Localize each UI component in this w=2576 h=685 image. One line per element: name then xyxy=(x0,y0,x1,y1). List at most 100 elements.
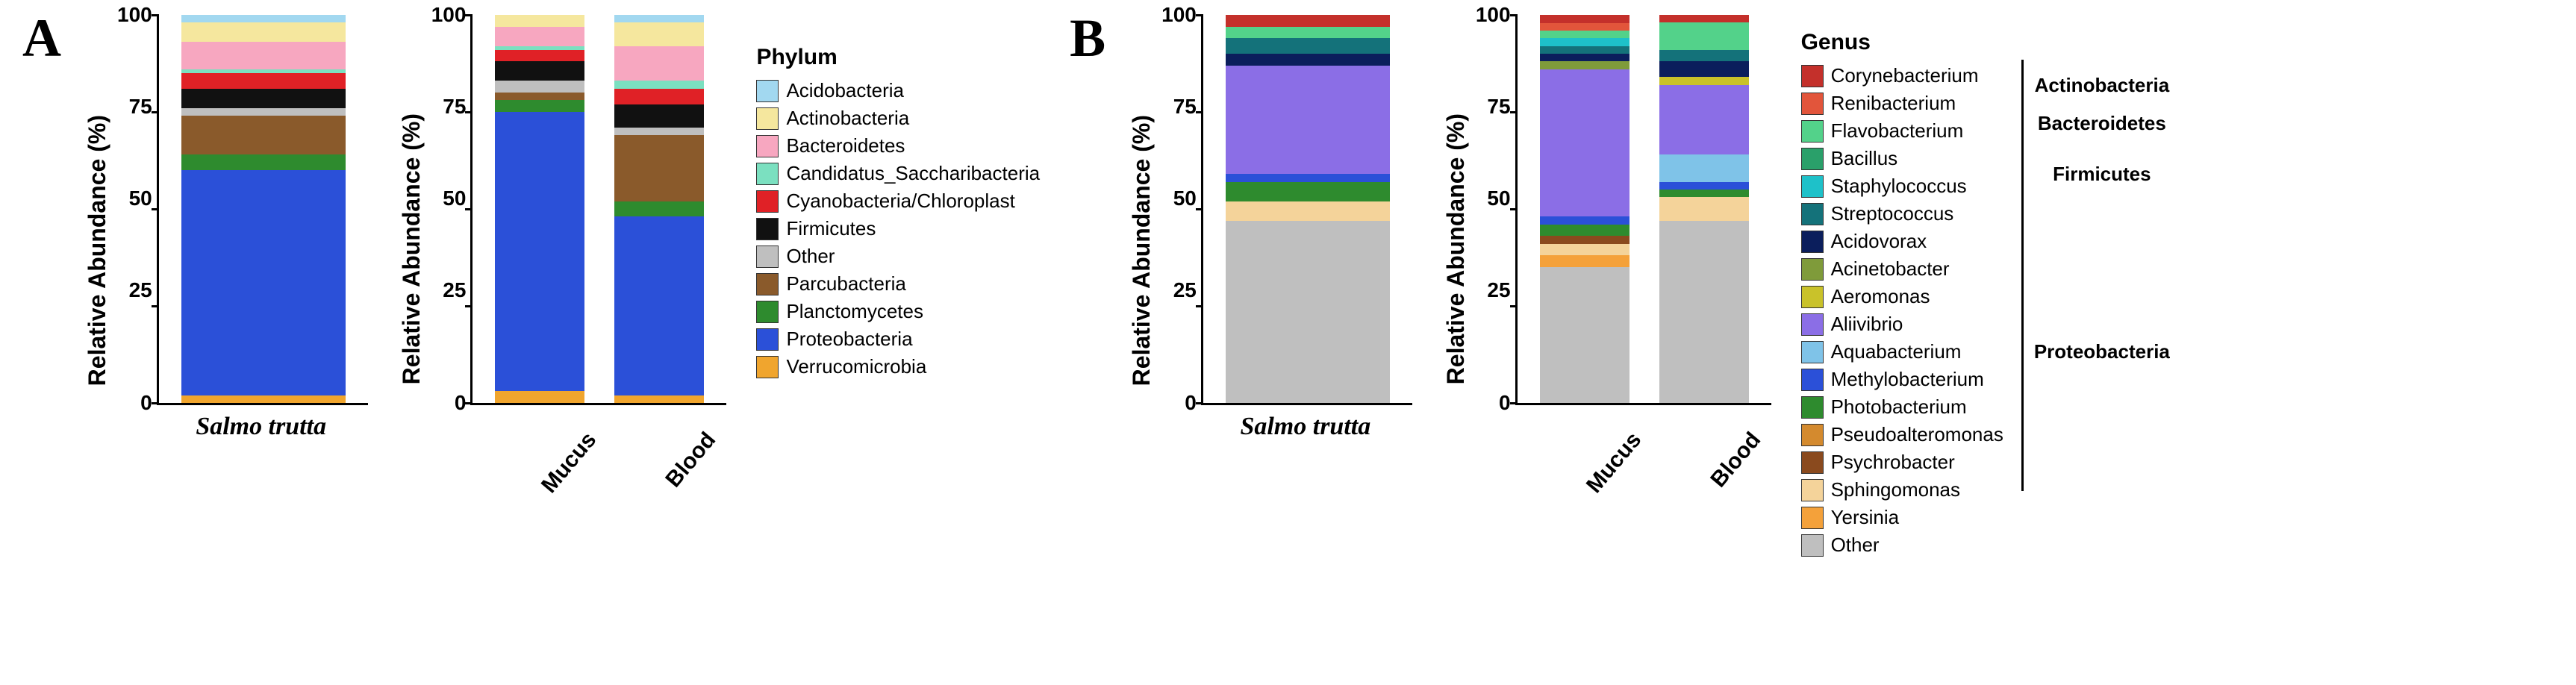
bar-segment xyxy=(181,15,346,22)
panel-b: Relative Abundance (%)1007550250Salmo tr… xyxy=(1128,15,2170,557)
legend-swatch xyxy=(756,273,779,295)
bar-segment xyxy=(614,46,704,81)
bar-segment xyxy=(614,89,704,104)
legend-label: Renibacterium xyxy=(1831,92,1956,115)
legend-swatch xyxy=(1801,286,1824,308)
legend-swatch xyxy=(1801,479,1824,501)
y-tick-label: 0 xyxy=(1476,392,1511,413)
panel-b-chart-2: Relative Abundance (%)1007550250MucusBlo… xyxy=(1442,15,1771,438)
bar-segment xyxy=(495,50,584,62)
y-axis-label: Relative Abundance (%) xyxy=(1128,70,1156,386)
legend-label: Proteobacteria xyxy=(786,328,912,351)
legend-title: Genus xyxy=(1801,30,2003,55)
legend-swatch xyxy=(1801,203,1824,225)
legend-label: Other xyxy=(786,245,835,268)
legend-item: Streptococcus xyxy=(1801,202,2003,225)
bar-segment xyxy=(1540,216,1630,224)
bar-segment xyxy=(1659,22,1749,49)
y-tick-label: 50 xyxy=(1161,188,1197,209)
bar-segment xyxy=(614,104,704,128)
bar-segment xyxy=(1540,15,1630,22)
legend-swatch xyxy=(756,328,779,351)
panel-a-chart-1: Relative Abundance (%)1007550250Salmo tr… xyxy=(84,15,368,441)
y-tick-label: 25 xyxy=(1476,280,1511,301)
bar-segment xyxy=(1226,201,1390,221)
legend-label: Candidatus_Saccharibacteria xyxy=(786,162,1040,185)
bar-segment xyxy=(495,61,584,81)
y-tick-label: 75 xyxy=(1476,96,1511,117)
y-tick-label: 50 xyxy=(117,188,152,209)
y-axis-ticks: 1007550250 xyxy=(117,15,152,403)
plot-area xyxy=(470,15,726,405)
legend-label: Aeromonas xyxy=(1831,285,1930,308)
legend-swatch xyxy=(756,218,779,240)
bar-segment xyxy=(1659,77,1749,84)
legend-item: Firmicutes xyxy=(756,217,1040,240)
bar-segment xyxy=(1226,38,1390,54)
legend-item: Parcubacteria xyxy=(756,272,1040,295)
legend-label: Photobacterium xyxy=(1831,395,1967,419)
y-axis-label: Relative Abundance (%) xyxy=(398,69,425,384)
legend-swatch xyxy=(1801,369,1824,391)
y-tick-label: 25 xyxy=(1161,280,1197,301)
bar-segment xyxy=(1540,255,1630,267)
bar-segment xyxy=(1540,61,1630,69)
y-axis-ticks: 1007550250 xyxy=(431,15,467,403)
legend-item: Corynebacterium xyxy=(1801,64,2003,87)
bar-segment xyxy=(1540,69,1630,217)
x-axis-labels: MucusBlood xyxy=(1515,405,1771,438)
bar-segment xyxy=(181,395,346,403)
legend-label: Aliivibrio xyxy=(1831,313,1903,336)
bar-segment xyxy=(1540,267,1630,403)
stacked-bar xyxy=(495,15,584,403)
bar-segment xyxy=(495,112,584,391)
y-tick-label: 50 xyxy=(1476,188,1511,209)
legend-label: Cyanobacteria/Chloroplast xyxy=(786,190,1014,213)
legend-label: Pseudoalteromonas xyxy=(1831,423,2003,446)
genus-phylum-group: Firmicutes xyxy=(2021,136,2170,212)
bar-segment xyxy=(1659,61,1749,77)
x-tick-label: Salmo trutta xyxy=(1223,413,1388,441)
bar-segment xyxy=(1226,66,1390,175)
y-tick-label: 75 xyxy=(431,96,467,117)
legend-swatch xyxy=(756,301,779,323)
legend-swatch xyxy=(1801,148,1824,170)
bar-segment xyxy=(495,93,584,100)
legend-label: Staphylococcus xyxy=(1831,175,1967,198)
bar-segment xyxy=(181,73,346,89)
bar-segment xyxy=(1659,221,1749,403)
y-axis-ticks: 1007550250 xyxy=(1476,15,1511,403)
legend-item: Photobacterium xyxy=(1801,395,2003,419)
bar-segment xyxy=(1226,27,1390,39)
bar-segment xyxy=(495,27,584,46)
legend-item: Bacillus xyxy=(1801,147,2003,170)
bar-segment xyxy=(1659,197,1749,220)
legend-swatch xyxy=(756,356,779,378)
bar-segment xyxy=(1226,54,1390,66)
y-tick-label: 25 xyxy=(117,280,152,301)
legend-item: Aliivibrio xyxy=(1801,313,2003,336)
bar-segment xyxy=(1540,236,1630,243)
bar-segment xyxy=(1226,15,1390,27)
genus-phylum-group: Actinobacteria xyxy=(2021,60,2170,110)
legend-swatch xyxy=(756,135,779,157)
x-tick-label: Mucus xyxy=(525,428,602,513)
bar-segment xyxy=(614,201,704,217)
x-axis-labels: Salmo trutta xyxy=(157,405,368,441)
panel-a-legend: PhylumAcidobacteriaActinobacteriaBactero… xyxy=(756,15,1040,378)
bar-segment xyxy=(1659,85,1749,155)
panel-b-phylum-groups: ActinobacteriaBacteroidetesFirmicutesPro… xyxy=(2021,30,2170,557)
bar-segment xyxy=(1659,50,1749,62)
legend-label: Acidobacteria xyxy=(786,79,904,102)
legend-swatch xyxy=(756,245,779,268)
legend-label: Verrucomicrobia xyxy=(786,355,926,378)
genus-phylum-group: Proteobacteria xyxy=(2021,212,2170,491)
legend-swatch xyxy=(1801,258,1824,281)
plot-area xyxy=(1515,15,1771,405)
legend-item: Proteobacteria xyxy=(756,328,1040,351)
legend-item: Aeromonas xyxy=(1801,285,2003,308)
legend-item: Actinobacteria xyxy=(756,107,1040,130)
panel-b-label: B xyxy=(1070,7,1105,69)
legend-swatch xyxy=(1801,120,1824,143)
legend-label: Firmicutes xyxy=(786,217,876,240)
